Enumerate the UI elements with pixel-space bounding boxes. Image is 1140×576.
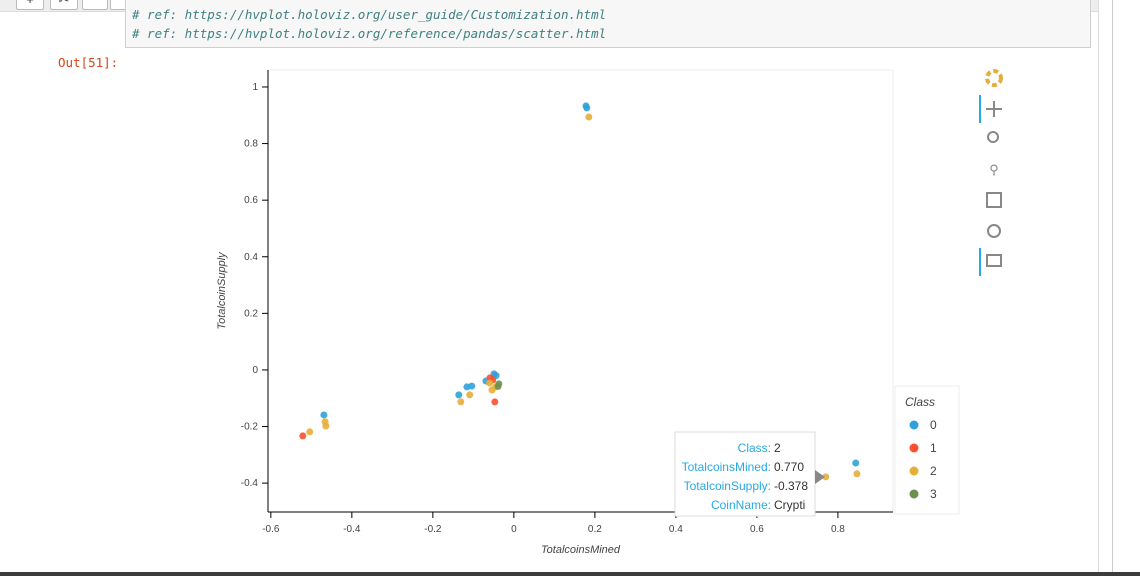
point xyxy=(486,379,494,387)
hover-tool[interactable] xyxy=(986,254,1002,267)
legend-label: 0 xyxy=(930,418,937,432)
output-prompt: Out[51]: xyxy=(58,55,119,70)
tooltip-label: TotalcoinSupply: xyxy=(684,479,771,493)
point xyxy=(491,398,499,406)
taskbar xyxy=(0,572,1140,576)
point xyxy=(299,432,307,440)
y-tick-label: -0.2 xyxy=(241,422,259,433)
point xyxy=(457,398,465,406)
code-line: # ref: https://hvplot.holoviz.org/user_g… xyxy=(132,7,607,22)
legend-label: 2 xyxy=(930,464,937,478)
y-tick-label: 0.8 xyxy=(244,139,258,150)
y-tick-label: -0.4 xyxy=(241,478,259,489)
point xyxy=(494,382,502,390)
legend-swatch xyxy=(909,489,919,499)
x-tick-label: -0.6 xyxy=(262,524,280,535)
chart: ⚲ -0.6 -0.4 -0.2 0 0.2 0.4 0.6 0.8 -0.4 -0.2 0 0.2 0… xyxy=(216,69,1003,556)
legend-swatch xyxy=(909,443,919,453)
x-tick-label: 0 xyxy=(511,524,517,535)
point xyxy=(321,418,329,426)
pan-tool[interactable] xyxy=(986,101,1002,117)
y-tick-label: 0.4 xyxy=(244,252,258,263)
x-axis-label: TotalcoinsMined xyxy=(541,544,621,556)
wheel-zoom-tool[interactable]: ⚲ xyxy=(989,162,999,177)
reset-tool[interactable] xyxy=(987,224,1001,238)
y-axis-label: TotalcoinSupply xyxy=(216,251,228,330)
point xyxy=(306,428,314,436)
point xyxy=(583,104,591,112)
point xyxy=(822,473,830,481)
code-cell[interactable]: # ref: https://hvplot.holoviz.org/user_g… xyxy=(125,0,1091,48)
point xyxy=(853,470,861,478)
copy-button[interactable] xyxy=(82,0,108,10)
cut-button[interactable]: ✂ xyxy=(50,0,78,10)
legend-label: 3 xyxy=(930,487,937,501)
box-zoom-tool[interactable] xyxy=(987,131,999,143)
x-tick-label: 0.6 xyxy=(750,524,764,535)
point xyxy=(466,391,474,399)
tooltip-value: Crypti xyxy=(774,498,805,512)
point xyxy=(585,113,593,121)
point xyxy=(468,382,476,390)
tooltip-value: 0.770 xyxy=(774,460,804,474)
x-tick-label: -0.2 xyxy=(424,524,442,535)
y-tick-label: 0.6 xyxy=(244,195,258,206)
point xyxy=(852,459,860,467)
tooltip-label: Class: xyxy=(738,441,771,455)
legend-swatch xyxy=(909,420,919,430)
x-tick-label: 0.4 xyxy=(669,524,683,535)
scrollbar[interactable] xyxy=(1098,0,1140,572)
bokeh-logo[interactable] xyxy=(985,69,1003,87)
code-line: # ref: https://hvplot.holoviz.org/refere… xyxy=(132,26,607,41)
add-button[interactable]: + xyxy=(16,0,44,10)
x-tick-label: 0.8 xyxy=(831,524,845,535)
tooltip-label: TotalcoinsMined: xyxy=(682,460,771,474)
y-tick-label: 0.2 xyxy=(244,308,258,319)
tooltip-value: 2 xyxy=(774,441,781,455)
legend xyxy=(894,385,960,515)
x-tick-label: -0.4 xyxy=(343,524,361,535)
legend-label: 1 xyxy=(930,441,937,455)
y-tick-label: 0 xyxy=(252,365,258,376)
point xyxy=(455,391,463,399)
legend-swatch xyxy=(909,466,919,476)
x-tick-label: 0.2 xyxy=(588,524,602,535)
point xyxy=(320,411,328,419)
tooltip-value: -0.378 xyxy=(774,479,808,493)
bokeh-toolbar: ⚲ xyxy=(979,69,1003,276)
y-tick-label: 1 xyxy=(252,82,258,93)
legend-title: Class xyxy=(905,395,935,409)
tooltip-label: CoinName: xyxy=(711,498,771,512)
save-tool[interactable] xyxy=(986,192,1002,208)
